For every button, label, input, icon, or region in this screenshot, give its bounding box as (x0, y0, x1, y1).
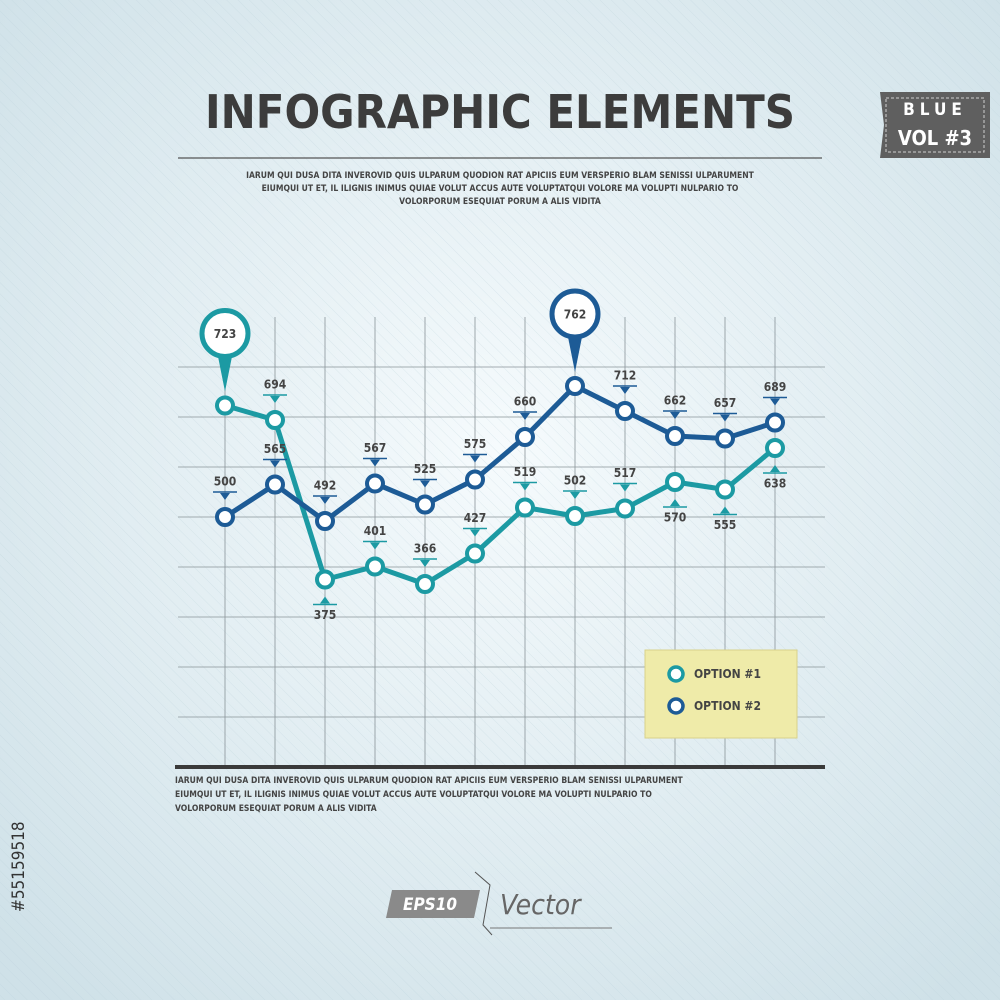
value-label: 502 (564, 474, 587, 488)
value-label: 519 (514, 465, 537, 479)
value-label: 570 (664, 511, 687, 525)
point (565, 376, 585, 396)
label-marker (420, 560, 430, 567)
point (565, 506, 585, 526)
logo: EPS10 Vector (386, 871, 612, 936)
label-marker (420, 480, 430, 488)
value-label: 567 (364, 441, 387, 455)
intro-line: IARUM QUI DUSA DITA INVEROVID QUIS ULPAR… (246, 171, 754, 181)
point (615, 401, 635, 421)
intro-line: EIUMQUI UT ET, IL ILIGNIS INIMUS QUIAE V… (262, 184, 739, 194)
label-marker (370, 542, 380, 550)
point (765, 438, 785, 458)
point (515, 497, 535, 518)
badge: BLUE VOL #3 (880, 92, 990, 158)
point (365, 473, 385, 494)
value-label: 662 (664, 394, 687, 408)
label-marker (670, 412, 680, 419)
label-marker (320, 596, 330, 604)
label-marker (470, 529, 480, 537)
label-marker (720, 506, 730, 514)
stock-id: #55159518 (9, 821, 29, 912)
legend: OPTION #1 OPTION #2 (644, 649, 798, 739)
value-label: 575 (464, 437, 487, 451)
point (215, 395, 235, 416)
intro-line: VOLORPORUM ESEQUIAT PORUM A ALIS VIDITA (399, 197, 601, 207)
label-marker (270, 460, 280, 468)
value-label: 657 (714, 396, 737, 410)
value-label: 500 (214, 475, 237, 489)
value-label: 427 (464, 511, 487, 525)
point (315, 511, 335, 531)
label-marker (770, 465, 780, 472)
value-label: 723 (214, 327, 237, 341)
label-marker (670, 499, 680, 506)
point (665, 426, 685, 446)
point (215, 507, 235, 527)
logo-badge: EPS10 (403, 895, 457, 915)
legend-marker (667, 665, 685, 683)
value-label: 762 (564, 308, 587, 322)
value-label: 689 (764, 380, 787, 394)
value-label: 525 (414, 462, 437, 476)
legend-label: OPTION #2 (694, 699, 761, 713)
point (715, 479, 735, 500)
logo-text: Vector (500, 888, 582, 921)
footer-line: VOLORPORUM ESEQUIAT PORUM A ALIS VIDITA (175, 804, 377, 814)
label-marker (270, 396, 280, 403)
value-label: 565 (264, 442, 287, 456)
value-label: 660 (514, 395, 537, 409)
label-marker (620, 387, 630, 394)
balloon (549, 288, 601, 340)
title: INFOGRAPHIC ELEMENTS (205, 85, 795, 139)
balloon (217, 351, 233, 392)
label-marker (220, 493, 230, 500)
label-marker (470, 455, 480, 463)
badge-bottom: VOL #3 (898, 126, 972, 150)
label-marker (520, 483, 530, 491)
value-label: 555 (714, 518, 737, 532)
value-label: 694 (264, 378, 287, 392)
value-label: 638 (764, 477, 787, 491)
label-marker (720, 414, 730, 422)
value-label: 492 (314, 479, 337, 493)
value-label: 517 (614, 466, 637, 480)
point (665, 472, 685, 492)
value-label: 366 (414, 542, 437, 556)
point (265, 474, 285, 495)
label-marker (320, 497, 330, 504)
label-marker (770, 398, 780, 406)
point (615, 498, 635, 519)
value-label: 401 (364, 524, 387, 538)
value-label: 375 (314, 608, 337, 622)
point (265, 410, 285, 430)
balloon (567, 332, 583, 372)
point (315, 569, 335, 590)
point (765, 412, 785, 433)
legend-box (644, 649, 798, 739)
label-marker (620, 484, 630, 492)
label-marker (520, 413, 530, 420)
point (365, 556, 385, 577)
point (415, 574, 435, 594)
point (465, 543, 485, 564)
legend-marker (667, 697, 685, 715)
balloon (199, 308, 251, 359)
value-label: 712 (614, 369, 637, 383)
point (515, 427, 535, 447)
legend-label: OPTION #1 (694, 667, 761, 681)
label-marker (370, 459, 380, 467)
point (465, 469, 485, 490)
footer-line: EIUMQUI UT ET, IL ILIGNIS INIMUS QUIAE V… (175, 790, 652, 800)
badge-top: BLUE (903, 100, 967, 120)
point (715, 428, 735, 449)
label-marker (570, 492, 580, 499)
footer-line: IARUM QUI DUSA DITA INVEROVID QUIS ULPAR… (175, 776, 683, 786)
point (415, 494, 435, 515)
